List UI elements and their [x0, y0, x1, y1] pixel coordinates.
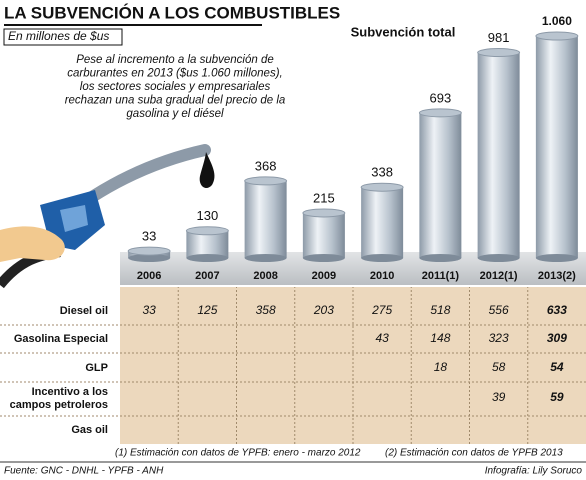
- description-line: gasolina y el diésel: [126, 108, 224, 120]
- table-cell: 358: [256, 303, 276, 317]
- bar-top: [360, 182, 404, 192]
- source: Fuente: GNC - DNHL - YPFB - ANH: [4, 466, 164, 477]
- bar-base: [535, 254, 578, 262]
- x-tick-label: 2010: [370, 270, 394, 282]
- description-line: Pese al incremento a la subvención de: [76, 54, 274, 66]
- table-cell: 148: [430, 331, 450, 345]
- table-cell: 18: [434, 360, 448, 374]
- table-cell: 203: [313, 303, 334, 317]
- bar-base: [186, 254, 229, 262]
- table-cell: 54: [550, 360, 564, 374]
- bar-top: [302, 208, 346, 218]
- table-cell: 518: [430, 303, 450, 317]
- footnote: (2) Estimación con datos de YPFB 2013: [385, 448, 563, 459]
- bar-base: [477, 254, 520, 262]
- footnote: (1) Estimación con datos de YPFB: enero …: [115, 448, 361, 459]
- description-line: rechazan una suba gradual del precio de …: [65, 95, 286, 107]
- x-tick-label: 2012(1): [480, 270, 518, 282]
- bar-top: [535, 31, 579, 41]
- value-label: 693: [430, 90, 452, 105]
- table-cell: 39: [492, 390, 506, 404]
- bar-base: [244, 254, 287, 262]
- bar: [302, 212, 345, 258]
- table-cell: 58: [492, 360, 506, 374]
- value-label: 981: [488, 30, 510, 45]
- value-label: 215: [313, 190, 335, 205]
- subtitle-box: [3, 28, 123, 46]
- subtitle: En millones de $us: [8, 29, 109, 43]
- table-cell: 59: [550, 390, 564, 404]
- table-cell: 43: [375, 331, 389, 345]
- table-label-column: [0, 286, 120, 444]
- x-tick-label: 2008: [253, 270, 277, 282]
- bar: [361, 187, 404, 258]
- table-cell: 633: [547, 303, 567, 317]
- x-tick-label: 2006: [137, 270, 161, 282]
- bar: [244, 180, 287, 258]
- table-cell: 125: [197, 303, 217, 317]
- bar-base: [302, 254, 345, 262]
- x-tick-label: 2013(2): [538, 270, 576, 282]
- table-cell: 275: [371, 303, 392, 317]
- value-label: 33: [142, 229, 156, 244]
- description-line: los sectores sociales y empresariales: [80, 81, 271, 93]
- series-label: Subvención total: [351, 24, 456, 39]
- bar: [419, 112, 462, 258]
- table-cell: 556: [489, 303, 509, 317]
- value-label: 130: [197, 208, 219, 223]
- credit: Infografía: Lily Soruco: [485, 466, 583, 477]
- bar-top: [418, 108, 462, 118]
- bar: [535, 36, 578, 258]
- description: Pese al incremento a la subvención de car…: [65, 54, 286, 120]
- bar: [477, 52, 520, 258]
- bar-top: [127, 246, 171, 256]
- x-tick-label: 2007: [195, 270, 219, 282]
- bar-top: [185, 226, 229, 236]
- bar-base: [128, 254, 171, 262]
- row-label: Gas oil: [71, 424, 108, 436]
- row-label: Gasolina Especial: [14, 333, 108, 345]
- row-label: Incentivo a los campos petroleros: [10, 386, 108, 411]
- bar-base: [419, 254, 462, 262]
- bar: [186, 230, 229, 258]
- value-label: 368: [255, 158, 277, 173]
- table-cell: 33: [142, 303, 156, 317]
- bar-top: [244, 176, 288, 186]
- value-label: 1.060: [542, 14, 572, 28]
- table-cell: 309: [547, 331, 567, 345]
- bar-top: [477, 48, 521, 58]
- x-tick-label: 2011(1): [422, 270, 460, 282]
- chart-title: LA SUBVENCIÓN A LOS COMBUSTIBLES: [4, 3, 340, 22]
- table-background: [120, 286, 586, 444]
- bar-base: [361, 254, 404, 262]
- table-cell: 323: [489, 331, 509, 345]
- fuel-nozzle: [0, 144, 215, 289]
- row-label: Diesel oil: [60, 305, 108, 317]
- x-tick-label: 2009: [312, 270, 336, 282]
- description-line: carburantes en 2013 ($us 1.060 millones)…: [67, 68, 282, 80]
- value-label: 338: [371, 165, 393, 180]
- floor: [120, 252, 586, 286]
- row-label: GLP: [85, 362, 108, 374]
